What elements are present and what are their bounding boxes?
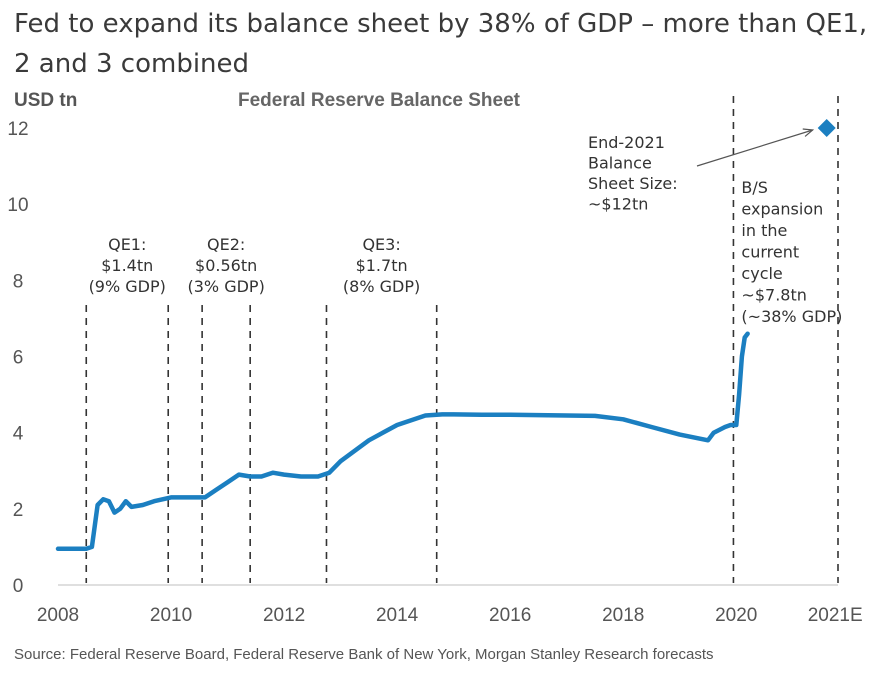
qe2-label: (3% GDP) (187, 277, 264, 296)
y-tick-label: 4 (13, 424, 24, 445)
qe2-label: $0.56tn (195, 256, 257, 275)
forecast-label: End-2021 (588, 133, 665, 152)
bs-expansion-label: expansion (741, 200, 823, 219)
bs-expansion-label: (~38% GDP) (741, 307, 842, 326)
headline: Fed to expand its balance sheet by 38% o… (14, 9, 868, 79)
bs-expansion-label: ~$7.8tn (741, 286, 806, 305)
bs-expansion-label: current (741, 243, 799, 262)
qe1-label: $1.4tn (101, 256, 153, 275)
chart-title: Federal Reserve Balance Sheet (238, 90, 520, 111)
x-tick-label: 2010 (150, 605, 192, 626)
y-axis-unit: USD tn (14, 90, 78, 111)
y-tick-label: 2 (13, 500, 24, 521)
y-tick-label: 12 (7, 119, 28, 140)
x-tick-label: 2020 (715, 605, 757, 626)
y-tick-label: 8 (13, 271, 24, 292)
forecast-label: ~$12tn (588, 195, 648, 214)
x-tick-label: 2018 (602, 605, 644, 626)
x-tick-label: 2014 (376, 605, 419, 626)
qe3-label: QE3: (362, 235, 400, 254)
bs-expansion-label: B/S (741, 178, 768, 197)
source-note: Source: Federal Reserve Board, Federal R… (14, 646, 714, 663)
y-tick-label: 10 (7, 195, 28, 216)
x-tick-label: 2016 (489, 605, 531, 626)
qe1-label: (9% GDP) (89, 277, 166, 296)
x-tick-label: 2012 (263, 605, 305, 626)
x-tick-label: 2021E (808, 605, 863, 626)
forecast-label: Sheet Size: (588, 174, 678, 193)
qe1-label: QE1: (108, 235, 146, 254)
forecast-arrow-head (802, 128, 815, 137)
bs-expansion-label: cycle (741, 264, 782, 283)
bs-expansion-label: in the (741, 221, 787, 240)
y-tick-label: 0 (13, 576, 24, 597)
qe3-label: (8% GDP) (343, 277, 420, 296)
balance-sheet-chart: 0 2 4 6 8 10 12 2008 2010 2012 2014 2016 2018 2020 202… (7, 96, 863, 626)
forecast-point-marker (817, 119, 836, 137)
balance-sheet-series-line (55, 331, 750, 552)
forecast-label: Balance (588, 154, 652, 173)
qe3-label: $1.7tn (356, 256, 408, 275)
qe2-label: QE2: (207, 235, 245, 254)
x-tick-label: 2008 (37, 605, 79, 626)
forecast-arrow (696, 129, 813, 167)
y-tick-label: 6 (13, 348, 24, 369)
